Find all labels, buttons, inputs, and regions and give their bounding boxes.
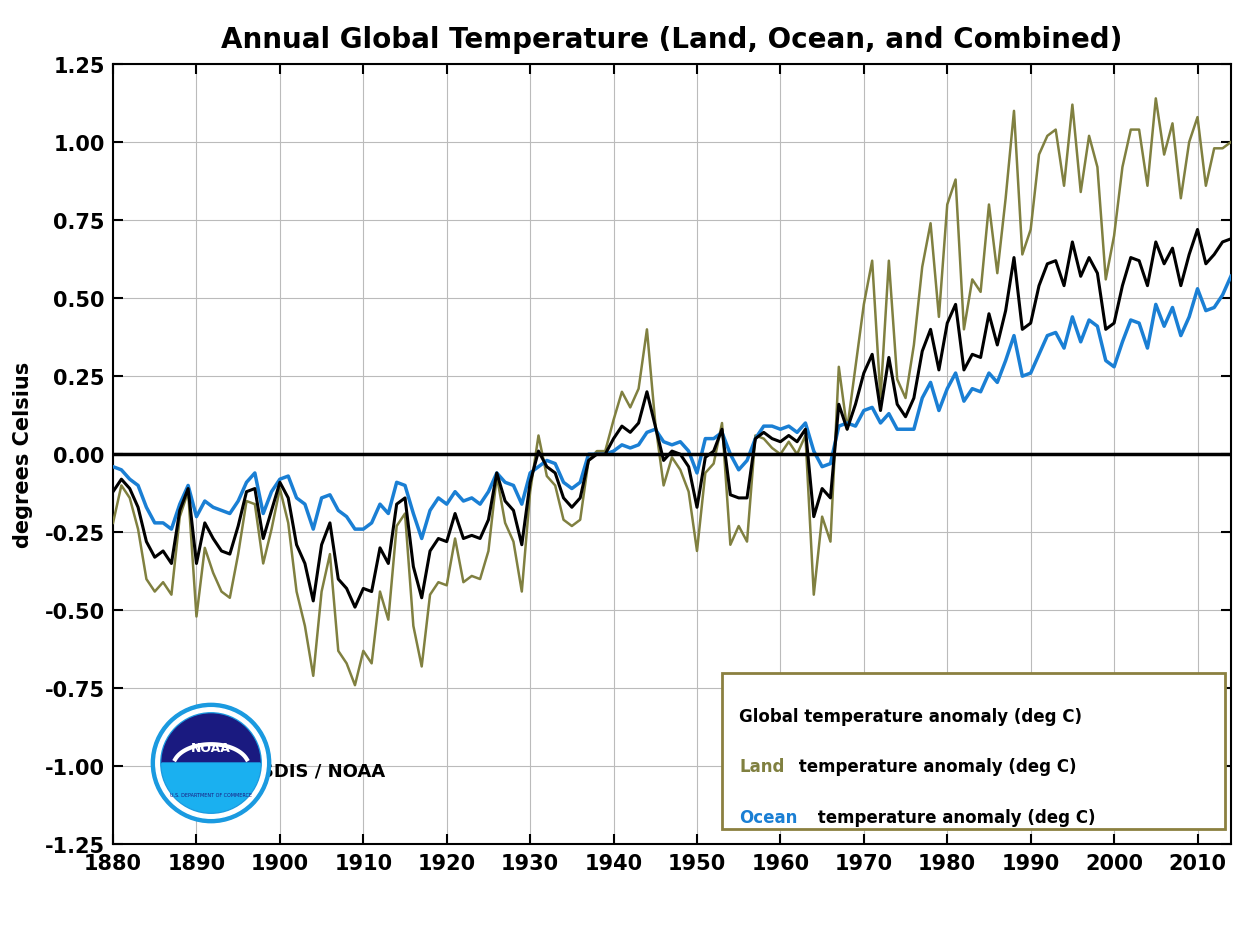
- Wedge shape: [162, 715, 260, 763]
- Text: temperature anomaly (deg C): temperature anomaly (deg C): [793, 757, 1076, 776]
- Text: Land: Land: [739, 757, 785, 776]
- Text: temperature anomaly (deg C): temperature anomaly (deg C): [811, 808, 1095, 826]
- Wedge shape: [162, 763, 260, 812]
- Circle shape: [151, 703, 271, 823]
- Y-axis label: degrees Celsius: degrees Celsius: [14, 362, 34, 548]
- Text: U.S. DEPARTMENT OF COMMERCE: U.S. DEPARTMENT OF COMMERCE: [170, 793, 252, 797]
- Circle shape: [161, 713, 261, 813]
- Title: Annual Global Temperature (Land, Ocean, and Combined): Annual Global Temperature (Land, Ocean, …: [221, 26, 1123, 55]
- Text: Ocean: Ocean: [739, 808, 798, 826]
- Text: NCDC / NESDIS / NOAA: NCDC / NESDIS / NOAA: [158, 762, 384, 780]
- FancyBboxPatch shape: [722, 673, 1226, 829]
- Text: Global temperature anomaly (deg C): Global temperature anomaly (deg C): [739, 707, 1081, 725]
- Text: NOAA: NOAA: [191, 741, 231, 754]
- Circle shape: [156, 708, 266, 818]
